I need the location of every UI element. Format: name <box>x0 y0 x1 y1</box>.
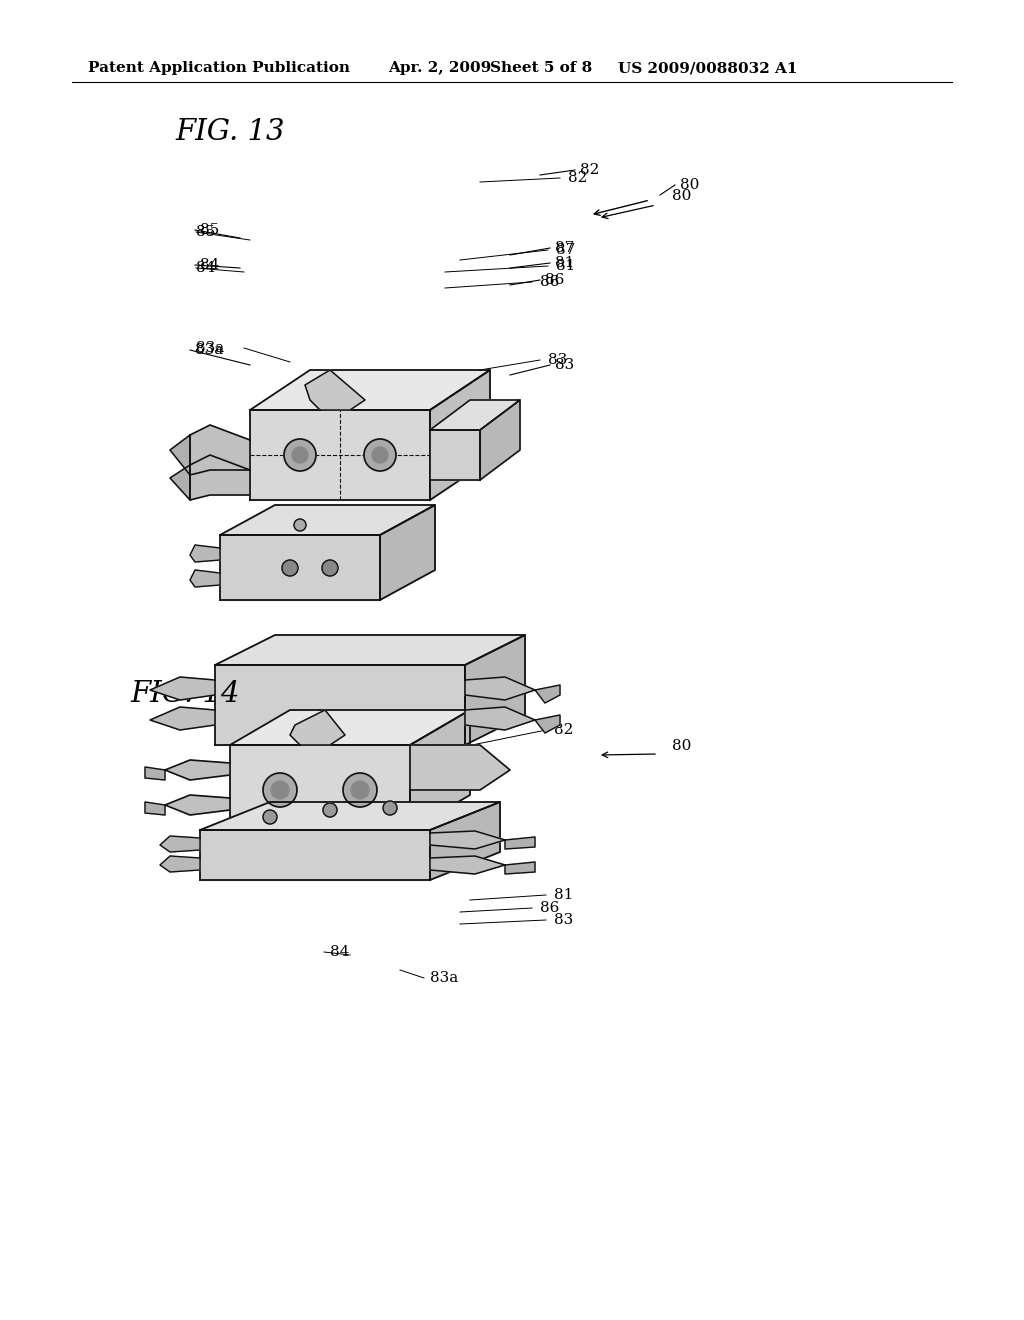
Text: 83: 83 <box>555 358 574 372</box>
Circle shape <box>351 781 369 799</box>
Polygon shape <box>145 767 165 780</box>
Text: 82: 82 <box>580 162 599 177</box>
Polygon shape <box>190 570 220 587</box>
Circle shape <box>292 447 308 463</box>
Polygon shape <box>430 370 490 500</box>
Circle shape <box>364 440 396 471</box>
Text: 82: 82 <box>554 723 573 737</box>
Polygon shape <box>305 370 365 411</box>
Text: Apr. 2, 2009: Apr. 2, 2009 <box>388 61 492 75</box>
Text: US 2009/0088032 A1: US 2009/0088032 A1 <box>618 61 798 75</box>
Text: 84: 84 <box>330 945 349 960</box>
Text: 80: 80 <box>672 189 691 203</box>
Polygon shape <box>190 455 250 500</box>
Circle shape <box>263 810 278 824</box>
Polygon shape <box>200 803 500 830</box>
Polygon shape <box>535 685 560 704</box>
Circle shape <box>271 781 289 799</box>
Text: FIG. 13: FIG. 13 <box>175 117 285 147</box>
Text: 80: 80 <box>672 739 691 752</box>
Text: 83: 83 <box>548 352 567 367</box>
Text: 81: 81 <box>555 256 574 271</box>
Circle shape <box>263 774 297 807</box>
Circle shape <box>294 519 306 531</box>
Text: 86: 86 <box>545 273 564 286</box>
Text: 87: 87 <box>555 242 574 255</box>
Polygon shape <box>170 465 190 500</box>
Text: FIG. 14: FIG. 14 <box>130 680 240 708</box>
Polygon shape <box>215 635 525 665</box>
Text: 85: 85 <box>200 223 219 238</box>
Polygon shape <box>250 370 490 411</box>
Polygon shape <box>170 436 190 475</box>
Polygon shape <box>465 677 535 700</box>
Text: 85: 85 <box>196 224 215 239</box>
Polygon shape <box>200 830 430 880</box>
Polygon shape <box>480 400 520 480</box>
Text: 83a: 83a <box>195 343 223 356</box>
Polygon shape <box>430 855 505 874</box>
Text: 81: 81 <box>554 888 573 902</box>
Circle shape <box>322 560 338 576</box>
Text: 83: 83 <box>554 913 573 927</box>
Circle shape <box>323 803 337 817</box>
Polygon shape <box>465 708 535 730</box>
Polygon shape <box>150 708 215 730</box>
Polygon shape <box>430 430 480 480</box>
Polygon shape <box>150 677 215 700</box>
Polygon shape <box>215 665 465 744</box>
Polygon shape <box>465 635 525 744</box>
Text: Sheet 5 of 8: Sheet 5 of 8 <box>490 61 592 75</box>
Polygon shape <box>230 710 470 744</box>
Circle shape <box>343 774 377 807</box>
Polygon shape <box>230 744 410 830</box>
Text: 87: 87 <box>556 243 575 257</box>
Polygon shape <box>535 715 560 733</box>
Polygon shape <box>430 803 500 880</box>
Polygon shape <box>410 710 470 830</box>
Circle shape <box>372 447 388 463</box>
Polygon shape <box>250 411 430 500</box>
Text: 83a: 83a <box>430 972 459 985</box>
Text: 86: 86 <box>540 275 559 289</box>
Polygon shape <box>430 832 505 849</box>
Text: 84: 84 <box>196 261 215 275</box>
Polygon shape <box>290 710 345 744</box>
Text: 80: 80 <box>680 178 699 191</box>
Polygon shape <box>160 855 200 873</box>
Polygon shape <box>160 836 200 851</box>
Text: 81: 81 <box>556 259 575 273</box>
Text: 82: 82 <box>568 172 588 185</box>
Text: 83a: 83a <box>196 341 224 355</box>
Polygon shape <box>165 760 230 780</box>
Polygon shape <box>220 506 435 535</box>
Circle shape <box>284 440 316 471</box>
Polygon shape <box>190 545 220 562</box>
Circle shape <box>282 560 298 576</box>
Circle shape <box>383 801 397 814</box>
Text: Patent Application Publication: Patent Application Publication <box>88 61 350 75</box>
Text: 86: 86 <box>540 902 559 915</box>
Polygon shape <box>505 862 535 874</box>
Text: 84: 84 <box>200 257 219 272</box>
Polygon shape <box>505 837 535 849</box>
Polygon shape <box>145 803 165 814</box>
Polygon shape <box>380 506 435 601</box>
Polygon shape <box>430 400 520 430</box>
Polygon shape <box>165 795 230 814</box>
Polygon shape <box>410 744 510 789</box>
Polygon shape <box>190 425 250 475</box>
Polygon shape <box>220 535 380 601</box>
